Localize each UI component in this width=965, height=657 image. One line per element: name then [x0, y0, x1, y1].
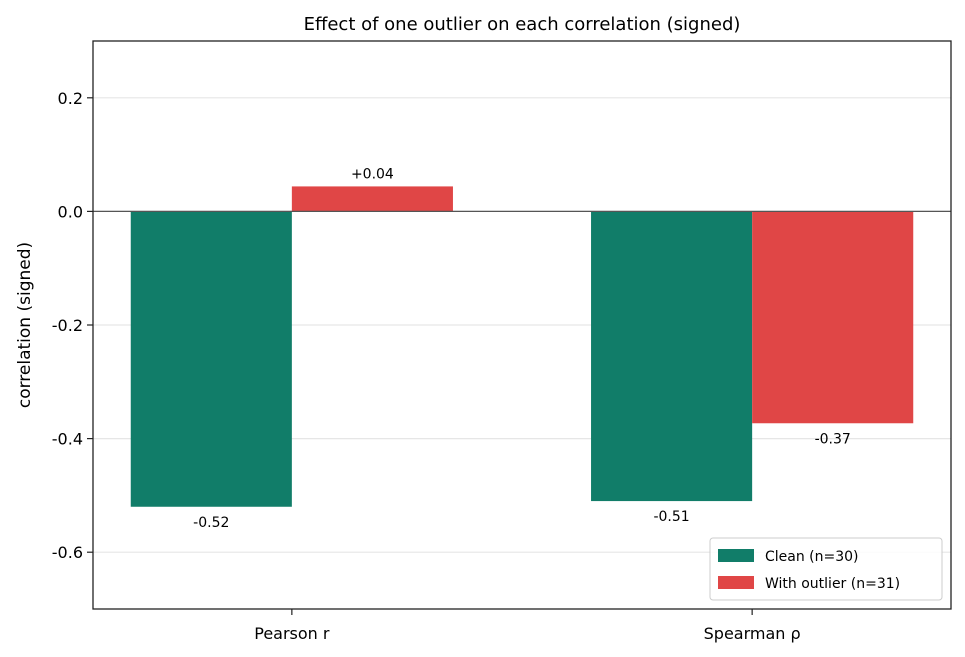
- bars: [130, 186, 914, 507]
- x-tick-label: Spearman ρ: [704, 624, 801, 643]
- x-axis-ticks: Pearson r Spearman ρ: [254, 609, 801, 643]
- y-tick-label: -0.4: [52, 430, 83, 449]
- plot-frame: [92, 40, 952, 610]
- legend-label: Clean (n=30): [765, 549, 859, 565]
- y-tick-label: -0.6: [52, 543, 83, 562]
- bar-value-label: +0.04: [351, 166, 394, 182]
- bar: [130, 211, 292, 507]
- y-axis-label: correlation (signed): [15, 242, 35, 408]
- bar: [291, 186, 453, 212]
- legend-box: [709, 537, 943, 601]
- legend: Clean (n=30) With outlier (n=31): [709, 537, 943, 601]
- bar-value-label: -0.52: [193, 515, 229, 531]
- legend-swatch: [718, 576, 754, 589]
- bar-value-label: -0.37: [815, 431, 851, 447]
- bar-value-label: -0.51: [653, 509, 689, 525]
- y-tick-label: 0.0: [58, 202, 83, 221]
- bar: [752, 211, 914, 424]
- x-tick-label: Pearson r: [254, 624, 330, 643]
- legend-swatch: [718, 549, 754, 562]
- y-tick-label: -0.2: [52, 316, 83, 335]
- bar-labels: -0.52 -0.51 +0.04 -0.37: [193, 166, 851, 530]
- bar: [591, 211, 753, 502]
- chart-title: Effect of one outlier on each correlatio…: [304, 14, 741, 35]
- y-tick-label: 0.2: [58, 89, 83, 108]
- y-axis-ticks: 0.2 0.0 -0.2 -0.4 -0.6: [52, 89, 93, 562]
- legend-label: With outlier (n=31): [765, 576, 900, 592]
